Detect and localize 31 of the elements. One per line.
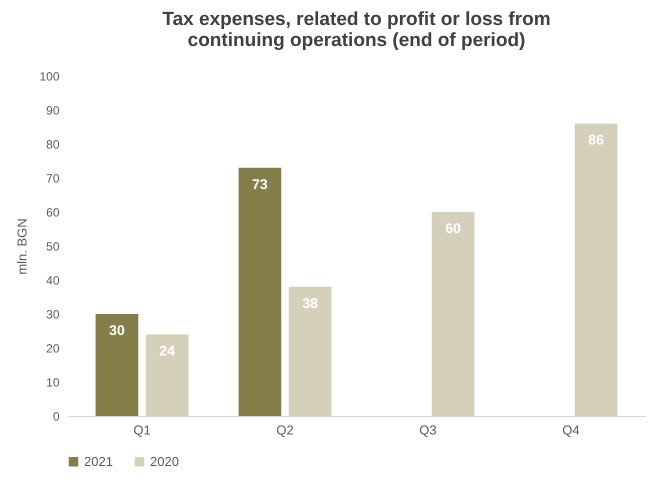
bar xyxy=(288,286,332,416)
y-tick-label: 20 xyxy=(46,342,60,356)
data-label: 73 xyxy=(252,176,268,192)
data-label: 86 xyxy=(588,132,604,148)
y-tick-label: 30 xyxy=(46,308,60,322)
legend-label: 2021 xyxy=(84,454,113,469)
y-tick-label: 50 xyxy=(46,240,60,254)
bar xyxy=(238,168,282,416)
bar xyxy=(432,212,474,416)
y-tick-label: 0 xyxy=(52,410,60,424)
y-axis-title: mln. BGN xyxy=(14,218,30,275)
bar xyxy=(96,314,138,416)
y-tick-label: 70 xyxy=(46,172,60,186)
x-tick-label: Q3 xyxy=(419,422,437,438)
data-label: 30 xyxy=(109,322,125,338)
chart-title: Tax expenses, related to profit or loss from continuing operations (end of period) xyxy=(162,9,551,51)
x-tick-label: Q4 xyxy=(562,422,580,438)
data-label: 38 xyxy=(302,294,318,311)
bar xyxy=(574,124,618,416)
y-tick-label: 40 xyxy=(46,274,60,288)
bar xyxy=(146,334,189,416)
y-tick-label: 10 xyxy=(46,376,60,390)
x-tick-label: Q2 xyxy=(276,422,294,438)
y-tick-label: 100 xyxy=(39,70,60,84)
legend-label: 2020 xyxy=(150,454,179,469)
y-tick-label: 90 xyxy=(46,104,60,118)
y-tick-label: 80 xyxy=(46,138,60,152)
y-tick-label: 60 xyxy=(46,206,60,220)
data-label: 60 xyxy=(445,220,462,236)
x-tick-label: Q1 xyxy=(133,422,151,438)
data-label: 24 xyxy=(159,342,176,358)
